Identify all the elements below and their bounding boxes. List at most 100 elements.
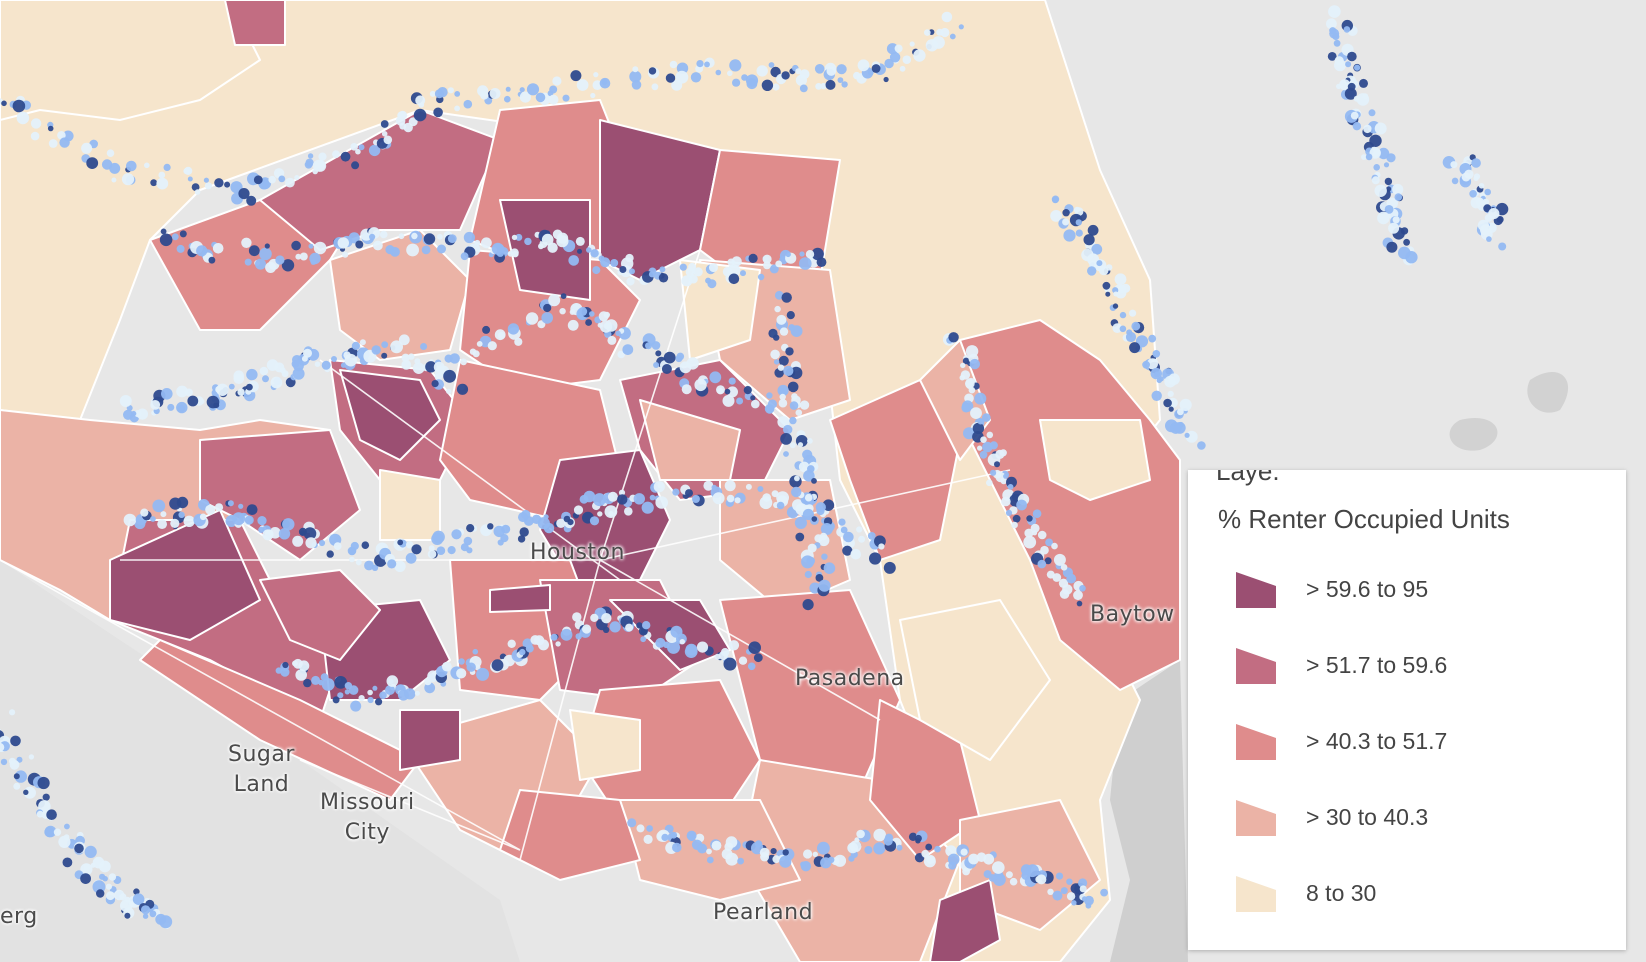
flood-marker [505,86,511,92]
flood-marker [372,685,378,691]
flood-marker [601,613,612,624]
flood-marker [321,360,331,370]
flood-marker [1371,176,1380,185]
tract-class-5 [899,599,1051,761]
flood-marker [248,245,260,257]
flood-marker [298,660,310,672]
flood-marker [1112,303,1119,309]
flood-marker [949,33,956,40]
flood-marker [1100,888,1108,897]
flood-marker [560,628,573,641]
flood-marker [383,135,393,145]
flood-marker [203,177,209,183]
flood-marker [1045,538,1053,547]
flood-marker [703,480,714,491]
flood-marker [454,105,460,112]
flood-marker [617,350,625,359]
flood-marker [869,552,882,565]
flood-marker [675,355,683,363]
legend-item: > 51.7 to 59.6 [1236,646,1596,686]
flood-marker [593,493,606,507]
flood-marker [569,309,576,315]
flood-marker [394,560,406,572]
flood-marker [333,542,342,550]
flood-marker [431,532,444,546]
flood-marker [413,108,427,122]
flood-marker [424,682,436,694]
flood-marker [303,527,317,540]
flood-marker [575,236,585,246]
tract-class-2 [259,569,381,661]
flood-marker [156,177,169,190]
flood-marker [651,341,661,350]
flood-marker [1112,323,1123,333]
flood-marker [1125,331,1137,343]
flood-marker [257,516,267,526]
flood-marker [798,461,810,473]
flood-marker [986,431,994,439]
flood-marker [884,58,894,69]
tract-class-1 [599,119,721,281]
flood-marker [932,36,945,49]
flood-marker [449,353,460,364]
legend-panel: Laye. % Renter Occupied Units > 59.6 to … [1188,470,1626,950]
flood-marker [789,442,796,449]
flood-marker [787,381,799,393]
place-label-houston: Houston [530,540,625,565]
flood-marker [161,388,173,400]
flood-marker [1026,864,1039,878]
place-label-missouri-city: Missouri City [320,790,415,845]
flood-marker [1365,153,1373,161]
flood-marker [722,394,735,407]
flood-marker [1354,64,1361,71]
flood-marker [1332,32,1340,41]
flood-marker [811,516,818,522]
flood-marker [500,534,509,543]
flood-marker [626,277,635,286]
flood-marker [1060,887,1068,895]
flood-marker [770,349,780,360]
flood-marker [748,253,758,263]
flood-marker [767,399,778,409]
flood-marker [106,891,115,901]
flood-marker [511,234,518,241]
flood-marker [337,692,344,699]
place-label-pasadena: Pasadena [795,666,905,691]
flood-marker [406,243,419,257]
flood-marker [573,505,584,515]
flood-marker [74,843,84,854]
flood-marker [16,111,30,125]
flood-marker [141,905,151,915]
flood-marker [572,612,582,622]
flood-marker [640,636,647,643]
flood-marker [1142,360,1150,369]
flood-marker [607,491,618,502]
flood-marker [779,327,789,336]
flood-marker [642,621,651,630]
flood-marker [425,361,437,373]
flood-marker [663,351,676,364]
flood-marker [62,857,73,868]
flood-marker [1030,523,1040,533]
flood-marker [570,70,582,82]
flood-marker [729,59,742,72]
flood-marker [641,501,654,514]
flood-marker [799,257,812,270]
flood-marker [318,539,326,547]
flood-marker [81,142,93,154]
flood-marker [889,52,901,63]
flood-marker [766,392,773,399]
flood-marker [126,405,133,411]
flood-marker [282,661,289,669]
flood-marker [397,539,404,546]
flood-marker [80,873,91,884]
flood-marker [515,233,523,241]
flood-marker [308,243,314,249]
flood-marker [1363,124,1372,134]
legend-swatch [1236,648,1276,684]
tract-class-5 [1039,419,1151,501]
flood-marker [661,364,672,374]
flood-marker [472,648,479,655]
flood-marker [414,690,420,696]
flood-marker [577,248,582,254]
